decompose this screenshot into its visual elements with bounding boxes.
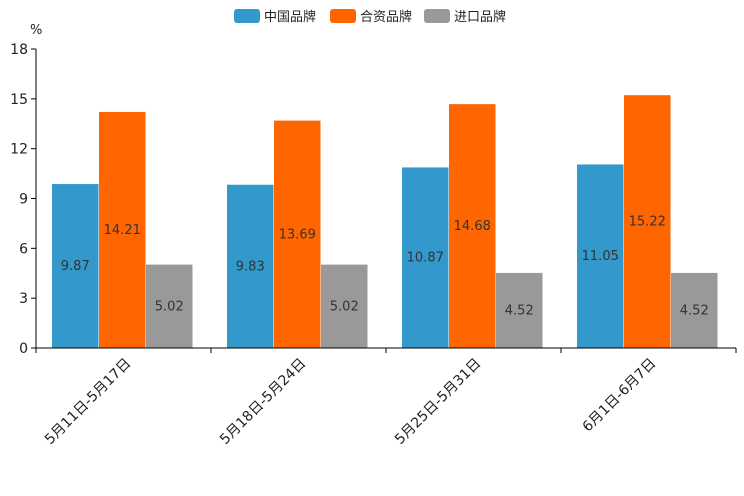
y-tick-label: 3 bbox=[19, 291, 28, 307]
x-tick-label: 5月18日-5月24日 bbox=[217, 356, 309, 448]
bar-value-label: 14.21 bbox=[104, 223, 141, 238]
legend-swatch bbox=[330, 9, 356, 23]
legend-swatch bbox=[234, 9, 260, 23]
bar bbox=[146, 264, 193, 348]
bar bbox=[227, 184, 274, 348]
bar-value-label: 14.68 bbox=[454, 219, 491, 234]
bar bbox=[624, 95, 671, 348]
bar-value-label: 5.02 bbox=[155, 299, 184, 314]
bar bbox=[449, 104, 496, 348]
bar bbox=[321, 264, 368, 348]
bar bbox=[496, 272, 543, 348]
y-tick-label: 18 bbox=[10, 42, 28, 58]
y-axis: 0 3 6 9 12 15 18 bbox=[10, 42, 37, 357]
x-tick-label: 6月1日-6月7日 bbox=[580, 356, 660, 436]
legend-label: 进口品牌 bbox=[454, 9, 506, 25]
x-tick-label: 5月25日-5月31日 bbox=[392, 356, 484, 448]
bar bbox=[52, 184, 99, 348]
y-tick-label: 0 bbox=[19, 341, 28, 357]
bar-value-label: 5.02 bbox=[330, 299, 359, 314]
bar-value-label: 10.87 bbox=[407, 251, 444, 266]
bar bbox=[671, 272, 718, 348]
bar bbox=[577, 164, 624, 348]
x-axis: 5月11日-5月17日 5月18日-5月24日 5月25日-5月31日 6月1日-6月… bbox=[35, 347, 737, 448]
bar bbox=[402, 167, 449, 348]
legend-label: 中国品牌 bbox=[264, 9, 316, 25]
bar-value-label: 4.52 bbox=[505, 303, 534, 318]
x-tick-label: 5月11日-5月17日 bbox=[42, 356, 134, 448]
y-tick-label: 6 bbox=[19, 241, 28, 257]
bar-value-label: 9.87 bbox=[61, 259, 90, 274]
legend: 中国品牌 合资品牌 进口品牌 bbox=[234, 9, 506, 25]
y-tick-label: 15 bbox=[10, 92, 28, 108]
bar bbox=[274, 120, 321, 348]
legend-label: 合资品牌 bbox=[360, 9, 412, 25]
bar-value-label: 11.05 bbox=[582, 249, 619, 264]
y-tick-label: 9 bbox=[19, 192, 28, 208]
bars: 9.87 9.83 10.87 11.05 14.21 13.69 14.68 15.22 5.… bbox=[52, 95, 718, 348]
bar-value-label: 13.69 bbox=[279, 227, 316, 242]
bar-value-label: 15.22 bbox=[629, 215, 666, 230]
bar bbox=[99, 111, 146, 348]
y-axis-unit-label: % bbox=[30, 23, 42, 38]
bar-value-label: 9.83 bbox=[236, 259, 265, 274]
y-tick-label: 12 bbox=[10, 142, 28, 158]
bar-value-label: 4.52 bbox=[680, 303, 709, 318]
legend-swatch bbox=[424, 9, 450, 23]
